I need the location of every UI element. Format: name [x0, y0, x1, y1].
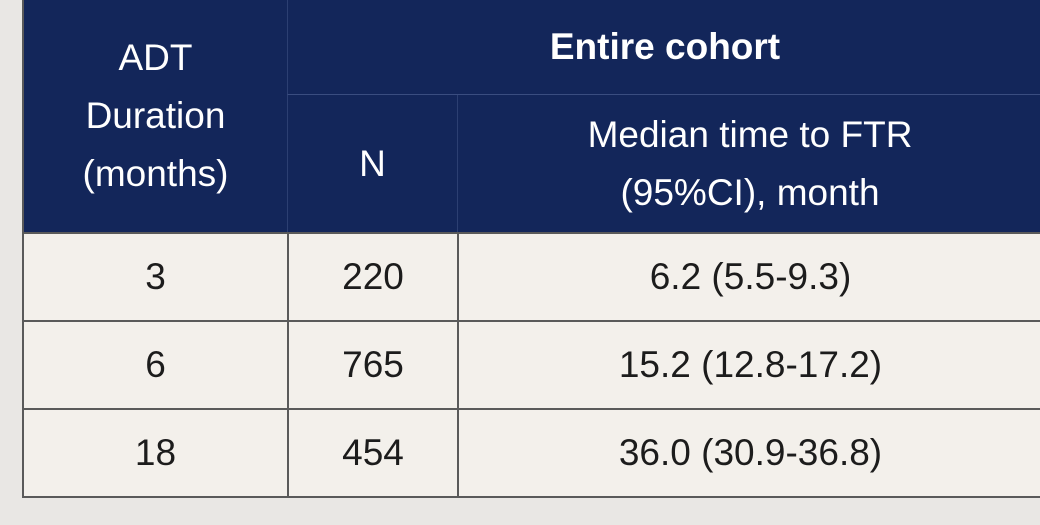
header-cell: Median time to FTR (95%CI), month — [457, 95, 1040, 232]
cell-text: 36.0 (30.9-36.8) — [618, 432, 883, 473]
table-cell: 220 — [287, 232, 457, 320]
header-text: Duration — [85, 95, 226, 136]
cell-text: 18 — [134, 432, 177, 473]
cell-text: 454 — [342, 432, 404, 473]
table-cell: 15.2 (12.8-17.2) — [457, 320, 1040, 408]
cell-text: 220 — [342, 256, 404, 297]
table-cell: 18 — [24, 408, 287, 496]
header-text: Entire cohort — [549, 26, 781, 67]
cell-text: 15.2 (12.8-17.2) — [618, 344, 883, 385]
header-text: N — [359, 142, 386, 184]
table-cell: 6 — [24, 320, 287, 408]
header-text: (months) — [82, 153, 229, 194]
table-cell: 765 — [287, 320, 457, 408]
header-cell: ADT Duration (months) — [24, 0, 287, 232]
header-text: (95%CI), month — [620, 171, 880, 213]
header-group: Entire cohort — [287, 0, 1040, 95]
table: ADT Duration (months) Entire cohort N Me… — [22, 0, 1040, 498]
table-cell: 6.2 (5.5-9.3) — [457, 232, 1040, 320]
header-cell: N — [287, 95, 457, 232]
cell-text: 3 — [145, 256, 166, 297]
table-cell: 454 — [287, 408, 457, 496]
table-cell: 3 — [24, 232, 287, 320]
cell-text: 6.2 (5.5-9.3) — [649, 256, 852, 297]
cell-text: 765 — [342, 344, 404, 385]
cell-text: 6 — [145, 344, 166, 385]
header-text: ADT — [118, 37, 193, 78]
table-cell: 36.0 (30.9-36.8) — [457, 408, 1040, 496]
header-text: Median time to FTR — [587, 113, 913, 155]
